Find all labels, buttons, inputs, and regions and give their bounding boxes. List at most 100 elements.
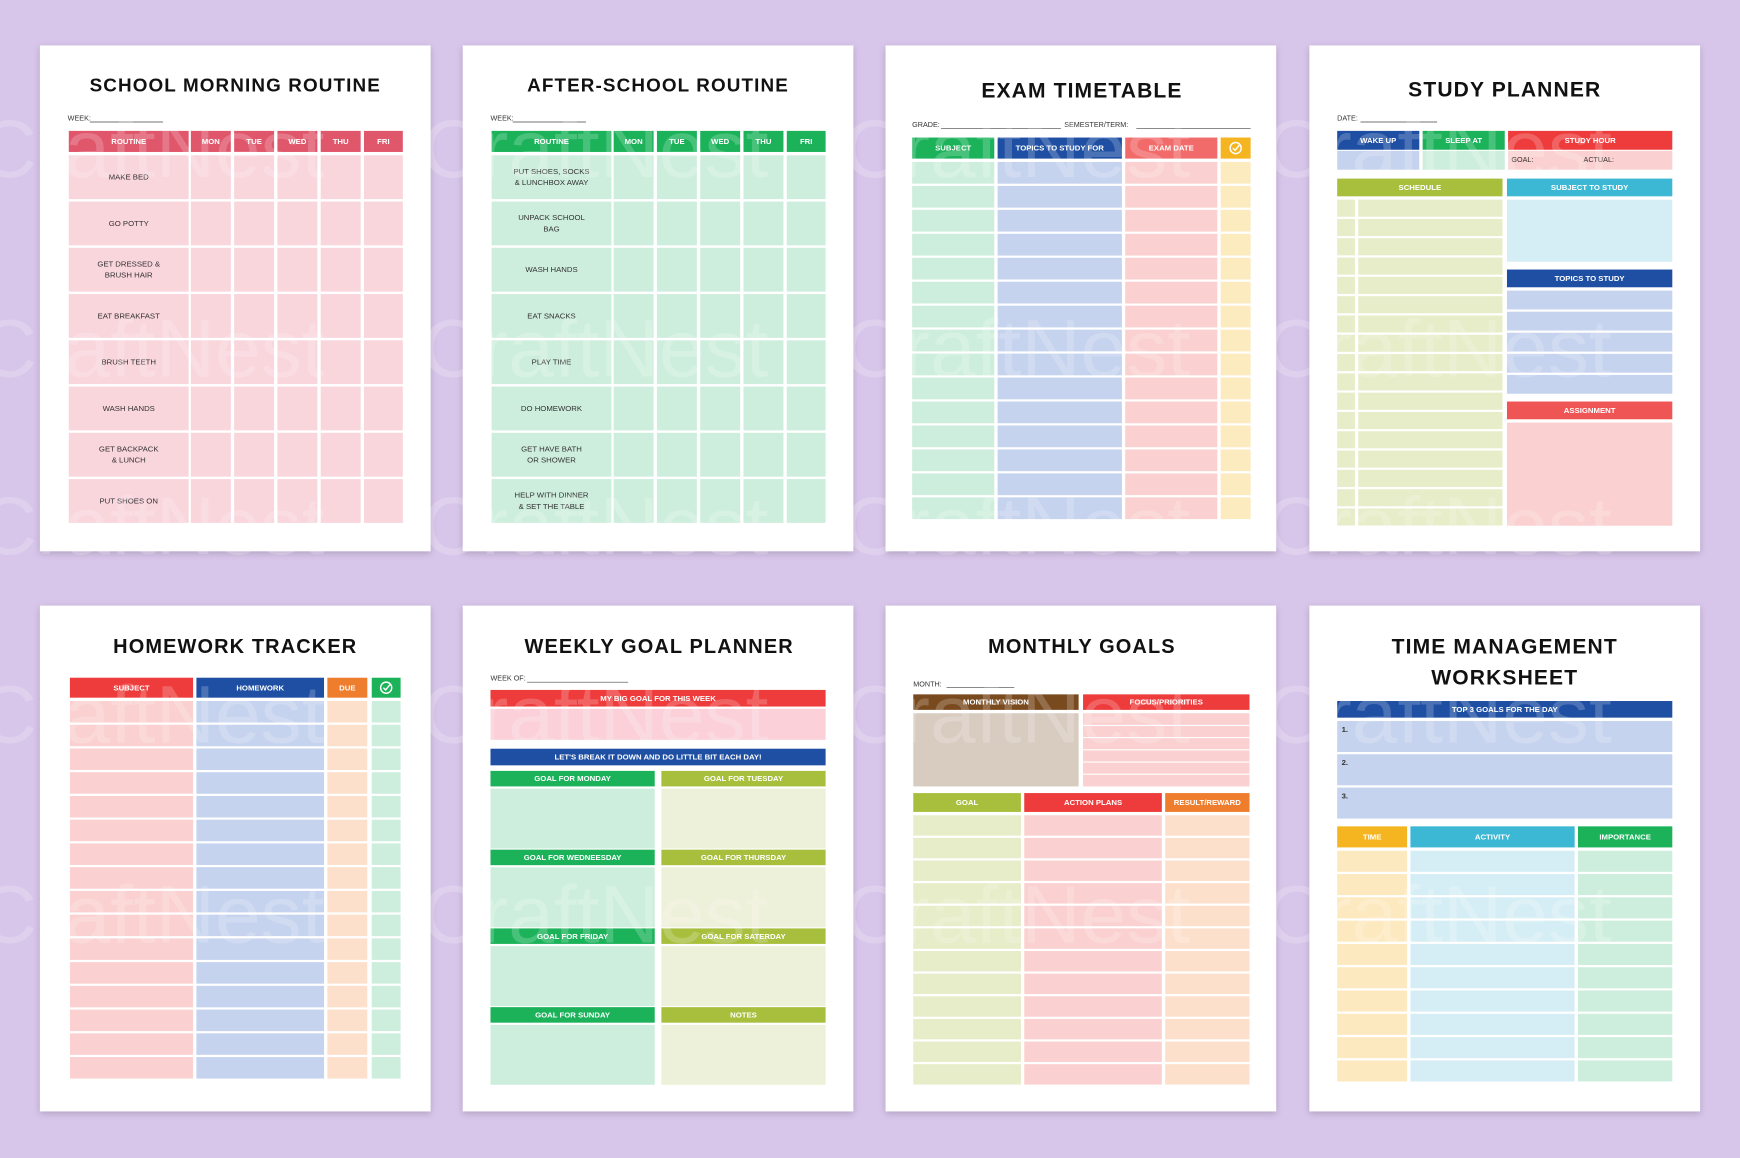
header-cell — [1422, 130, 1505, 150]
header-label: THU — [755, 137, 771, 146]
cell — [1125, 353, 1218, 376]
cell — [69, 748, 194, 771]
cell — [1358, 469, 1503, 487]
cell — [69, 1033, 194, 1055]
cell — [327, 724, 368, 747]
header-label: WAKE UP — [1360, 136, 1396, 145]
header-label: GOAL FOR MONDAY — [534, 774, 611, 783]
cell — [912, 329, 995, 352]
watermark: CraftNest — [1265, 670, 1612, 761]
header-label: SUBJECT — [113, 683, 149, 692]
cell — [1358, 392, 1503, 410]
header-label: ROUTINE — [111, 137, 146, 146]
cell — [196, 867, 325, 889]
cell — [1506, 374, 1673, 394]
cell — [490, 867, 655, 928]
cell — [1358, 257, 1503, 275]
cell — [613, 201, 654, 246]
header-label: DUE — [339, 683, 355, 692]
header-cell — [661, 1007, 826, 1023]
cell — [913, 1018, 1021, 1040]
header-cell — [1337, 701, 1673, 718]
cell — [743, 432, 784, 477]
cell — [1024, 1018, 1162, 1040]
cell — [743, 479, 784, 523]
header-label: ROUTINE — [534, 137, 569, 146]
cell — [1024, 860, 1162, 881]
cell — [1220, 449, 1251, 472]
cell — [277, 247, 318, 292]
cell — [743, 386, 784, 431]
cell — [327, 701, 368, 723]
cell — [69, 938, 194, 960]
cell — [320, 294, 361, 338]
cell — [69, 914, 194, 937]
cell — [661, 867, 826, 928]
cell — [234, 386, 275, 431]
cell — [912, 257, 995, 280]
watermark: CraftNest — [1265, 481, 1612, 572]
cell — [371, 985, 401, 1008]
cell — [912, 377, 995, 400]
cell — [743, 340, 784, 385]
cell — [1358, 199, 1503, 217]
header-cell — [1337, 178, 1503, 197]
cell — [1337, 354, 1355, 372]
cell — [1024, 951, 1162, 972]
header-label: TIME — [1363, 832, 1382, 841]
row-label: GET BACKPACK — [99, 444, 159, 453]
cell — [786, 247, 826, 292]
cell — [491, 386, 612, 431]
cell — [371, 867, 401, 889]
cell — [613, 479, 654, 523]
cell — [1165, 1041, 1250, 1062]
cell — [661, 946, 826, 1007]
cell — [277, 155, 318, 200]
cell — [327, 890, 368, 913]
cell — [196, 938, 325, 960]
cell — [491, 432, 612, 477]
cell — [700, 155, 741, 200]
cell — [234, 247, 275, 292]
header-label: GOAL FOR THURSDAY — [701, 853, 787, 862]
page-title: SCHOOL MORNING ROUTINE — [90, 75, 381, 96]
cell — [69, 890, 194, 913]
check-icon — [1229, 141, 1242, 155]
cell — [1337, 238, 1355, 256]
cell — [1337, 276, 1355, 294]
header-cell — [320, 130, 361, 152]
cell — [1220, 185, 1251, 208]
cell — [234, 201, 275, 246]
cell — [1125, 185, 1218, 208]
cell — [1337, 1060, 1408, 1082]
cell — [69, 724, 194, 747]
cell — [656, 294, 697, 338]
header-label: ACTIVITY — [1475, 832, 1511, 841]
cell — [190, 294, 231, 338]
watermark: CraftNest — [1265, 304, 1612, 395]
header-cell — [656, 130, 697, 152]
cell — [613, 247, 654, 292]
cell — [277, 340, 318, 385]
cell — [1337, 334, 1355, 352]
cell — [786, 432, 826, 477]
cell — [656, 386, 697, 431]
header-label: GOAL FOR SATERDAY — [701, 932, 786, 941]
cell — [1220, 233, 1251, 256]
cell — [1358, 411, 1503, 430]
cell — [1358, 334, 1503, 352]
cell — [1024, 973, 1162, 995]
goal-number: 1. — [1342, 725, 1348, 734]
cell — [1220, 425, 1251, 448]
header-label: FOCUS/PRIORITIES — [1130, 698, 1203, 707]
watermark: CraftNest — [422, 670, 769, 761]
cell — [613, 432, 654, 477]
cell — [277, 386, 318, 431]
cell — [1165, 1018, 1250, 1040]
cell — [913, 713, 1079, 787]
cell — [196, 985, 325, 1008]
cell — [997, 497, 1122, 520]
cell — [69, 962, 194, 984]
cell — [320, 479, 361, 523]
cell — [656, 155, 697, 200]
